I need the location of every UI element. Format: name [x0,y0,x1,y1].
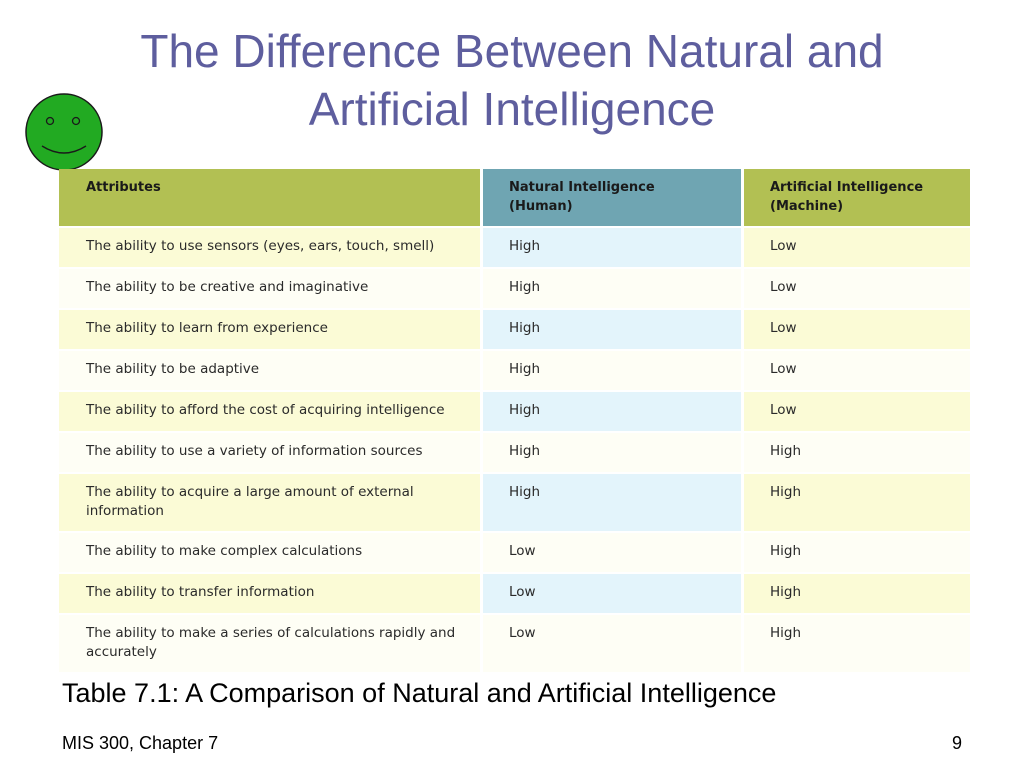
cell-artificial: High [741,431,970,472]
footer-course-label: MIS 300, Chapter 7 [62,733,219,753]
cell-natural: High [480,472,741,531]
cell-natural: Low [480,572,741,613]
header-natural-line1: Natural Intelligence [509,180,655,195]
table-row: The ability to learn from experience Hig… [59,308,970,349]
cell-attribute: The ability to be creative and imaginati… [59,267,480,308]
comparison-table: Attributes Natural Intelligence (Human) … [59,169,970,672]
cell-artificial: Low [741,349,970,390]
cell-natural: High [480,431,741,472]
page-number: 9 [951,733,962,753]
cell-attribute: The ability to be adaptive [59,349,480,390]
cell-natural: High [480,308,741,349]
cell-artificial: Low [741,267,970,308]
comparison-table-container: Attributes Natural Intelligence (Human) … [59,169,970,672]
cell-attribute: The ability to acquire a large amount of… [59,472,480,531]
table-row: The ability to acquire a large amount of… [59,472,970,531]
header-natural-line2: (Human) [509,199,573,214]
cell-attribute: The ability to afford the cost of acquir… [59,390,480,431]
table-row: The ability to be adaptive High Low [59,349,970,390]
header-artificial-line1: Artificial Intelligence [770,180,924,195]
cell-artificial: Low [741,308,970,349]
smiley-face-icon [25,93,103,171]
table-caption: Table 7.1: A Comparison of Natural and A… [62,678,777,708]
cell-artificial: High [741,531,970,572]
cell-attribute: The ability to make complex calculations [59,531,480,572]
cell-artificial: Low [741,390,970,431]
cell-attribute: The ability to learn from experience [59,308,480,349]
cell-natural: High [480,349,741,390]
cell-natural: High [480,390,741,431]
cell-natural: High [480,226,741,267]
table-row: The ability to make complex calculations… [59,531,970,572]
table-row: The ability to use a variety of informat… [59,431,970,472]
cell-attribute: The ability to transfer information [59,572,480,613]
cell-artificial: High [741,572,970,613]
header-natural-intelligence: Natural Intelligence (Human) [480,169,741,226]
table-row: The ability to use sensors (eyes, ears, … [59,226,970,267]
header-attributes: Attributes [59,169,480,226]
slide-title: The Difference Between Natural and Artif… [60,22,964,138]
cell-artificial: High [741,472,970,531]
cell-artificial: Low [741,226,970,267]
cell-artificial: High [741,613,970,672]
cell-natural: Low [480,613,741,672]
slide-title-line2: Artificial Intelligence [308,83,716,135]
table-row: The ability to make a series of calculat… [59,613,970,672]
table-row: The ability to be creative and imaginati… [59,267,970,308]
header-artificial-line2: (Machine) [770,199,844,214]
cell-attribute: The ability to use a variety of informat… [59,431,480,472]
table-header-row: Attributes Natural Intelligence (Human) … [59,169,970,226]
cell-attribute: The ability to make a series of calculat… [59,613,480,672]
cell-natural: High [480,267,741,308]
header-artificial-intelligence: Artificial Intelligence (Machine) [741,169,970,226]
table-row: The ability to afford the cost of acquir… [59,390,970,431]
slide-title-line1: The Difference Between Natural and [140,25,884,77]
table-row: The ability to transfer information Low … [59,572,970,613]
cell-attribute: The ability to use sensors (eyes, ears, … [59,226,480,267]
cell-natural: Low [480,531,741,572]
header-attributes-label: Attributes [86,180,161,195]
